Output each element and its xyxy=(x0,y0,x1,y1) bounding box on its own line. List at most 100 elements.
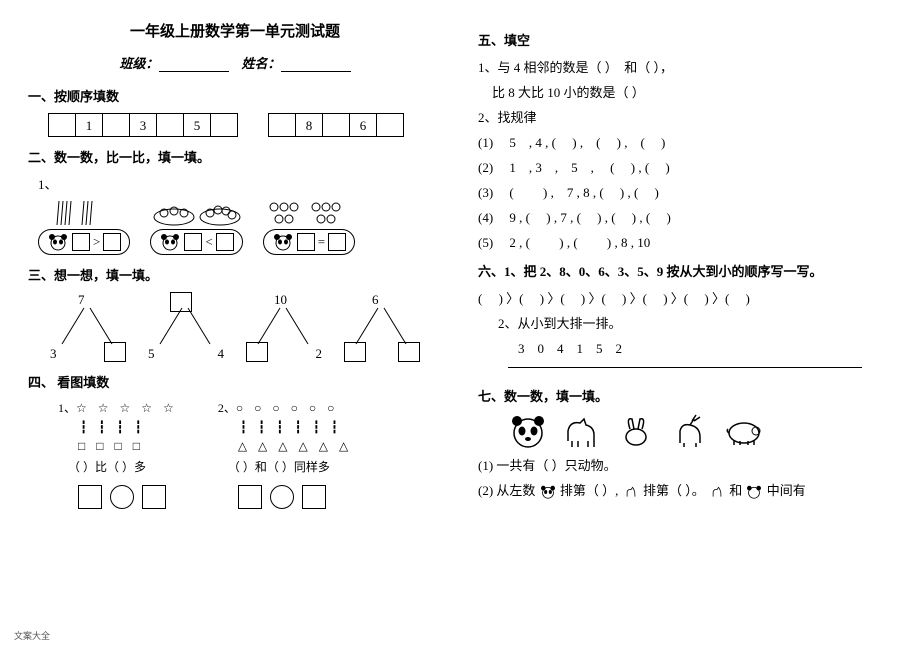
right-page: 五、填空 1、与 4 相邻的数是（ ） 和（ ）， 比 8 大比 10 小的数是… xyxy=(460,20,910,640)
footer-text: 文案大全 xyxy=(14,629,50,642)
tree-right: 2 xyxy=(316,346,323,362)
blank-box xyxy=(103,233,121,251)
q2-text: (2) 从左数 xyxy=(478,483,535,498)
compare-1: > xyxy=(38,199,130,255)
deer-icon xyxy=(708,485,726,499)
q2-text: 和 xyxy=(729,483,742,498)
sequence-1: 1 3 5 xyxy=(48,113,238,137)
panda-icon xyxy=(159,233,181,251)
panda-icon xyxy=(47,233,69,251)
tree-right: 4 xyxy=(218,346,225,362)
panda-icon xyxy=(745,485,763,499)
pict-right: 2、○ ○ ○ ○ ○ ○ ┇ ┇ ┇ ┇ ┇ ┇ △ △ △ △ △ △ （ … xyxy=(218,399,352,509)
cell xyxy=(102,113,130,137)
stars-row: ☆ ☆ ☆ ☆ ☆ xyxy=(76,401,178,415)
tree-right-box xyxy=(104,342,126,362)
tree-lines-icon xyxy=(56,306,120,346)
pict-label: 1、 xyxy=(58,401,76,415)
circle-shape xyxy=(270,485,294,509)
tree-lines-icon xyxy=(350,306,414,346)
compare-3: = xyxy=(263,199,355,255)
square-shape xyxy=(302,485,326,509)
pict-label: 2、 xyxy=(218,401,236,415)
pattern-4: (4) 9 , ( ) , 7 , ( ) , ( ) , ( ) xyxy=(478,207,892,226)
blank-box xyxy=(216,233,234,251)
blank-box xyxy=(297,233,315,251)
cell: 6 xyxy=(349,113,377,137)
panda-icon xyxy=(272,233,294,251)
section-4-heading: 四、 看图填数 xyxy=(28,372,442,391)
s5-line3: 2、找规律 xyxy=(478,107,892,126)
cell xyxy=(268,113,296,137)
pictograph-row: 1、☆ ☆ ☆ ☆ ☆ ┇ ┇ ┇ ┇ □ □ □ □ （ ）比（ ）多 2、○… xyxy=(58,399,442,509)
tree-left: 3 xyxy=(50,346,57,362)
pig-icon xyxy=(724,413,764,449)
answer-line xyxy=(508,367,862,368)
q2-text: 排第（ ）, xyxy=(560,483,619,498)
square-shape xyxy=(142,485,166,509)
pict-left: 1、☆ ☆ ☆ ☆ ☆ ┇ ┇ ┇ ┇ □ □ □ □ （ ）比（ ）多 xyxy=(58,399,178,509)
bowls-icon xyxy=(152,199,242,227)
q2-text: 中间有 xyxy=(767,483,806,498)
compare-2: < xyxy=(150,199,242,255)
cell xyxy=(322,113,350,137)
cell xyxy=(210,113,238,137)
blank-box xyxy=(72,233,90,251)
s6-line2: 2、从小到大排一排。 xyxy=(498,313,892,332)
op: = xyxy=(318,234,325,250)
triangles-row: △ △ △ △ △ △ xyxy=(238,439,352,454)
tree-left: 5 xyxy=(148,346,155,362)
s5-line1: 1、与 4 相邻的数是（ ） 和（ ）， xyxy=(478,57,892,76)
animals-row xyxy=(508,413,892,449)
compare-text: （ ）比（ ）多 xyxy=(68,458,178,475)
class-blank xyxy=(159,58,229,72)
sequence-2: 8 6 xyxy=(268,113,404,137)
tree-left-box xyxy=(246,342,268,362)
name-blank xyxy=(281,58,351,72)
tree-2: 5 4 xyxy=(146,292,226,362)
section-2-label: 1、 xyxy=(38,174,442,193)
rabbit-icon xyxy=(616,413,656,449)
s7-q1: (1) 一共有（ ）只动物。 xyxy=(478,455,892,474)
left-page: 一年级上册数学第一单元测试题 班级： 姓名： 一、按顺序填数 1 3 5 8 6… xyxy=(10,20,460,640)
section-1-heading: 一、按顺序填数 xyxy=(28,86,442,105)
compare-text: （ ）和（ ）同样多 xyxy=(228,458,352,475)
cloud-1: > xyxy=(38,229,130,255)
circle-shape xyxy=(110,485,134,509)
tree-left-box xyxy=(344,342,366,362)
square-shape xyxy=(238,485,262,509)
section-2-heading: 二、数一数，比一比，填一填。 xyxy=(28,147,442,166)
deer-icon xyxy=(670,413,710,449)
cell xyxy=(48,113,76,137)
panda-icon xyxy=(539,485,557,499)
op: > xyxy=(93,234,100,250)
apples-icon xyxy=(264,199,354,227)
section-6-heading: 六、1、把 2、8、0、6、3、5、9 按从大到小的顺序写一写。 xyxy=(478,261,892,280)
pattern-1: (1) 5 , 4 , ( ) , ( ) , ( ) xyxy=(478,132,892,151)
blank-box xyxy=(328,233,346,251)
s5-line2: 比 8 大比 10 小的数是（ ） xyxy=(492,82,892,101)
tree-lines-icon xyxy=(154,306,218,346)
horse-icon xyxy=(562,413,602,449)
s6-blanks: ( ) 〉( ) 〉( ) 〉( ) 〉( ) 〉( ) 〉( ) xyxy=(478,288,892,307)
dots-row: ┇ ┇ ┇ ┇ ┇ ┇ xyxy=(240,420,352,435)
pencils-icon xyxy=(54,199,114,227)
class-label: 班级： xyxy=(119,56,158,71)
page-title: 一年级上册数学第一单元测试题 xyxy=(28,20,442,41)
tree-row: 7 3 5 4 10 2 6 xyxy=(48,292,442,362)
pattern-2: (2) 1 , 3 , 5 , ( ) , ( ) xyxy=(478,157,892,176)
circles-row: ○ ○ ○ ○ ○ ○ xyxy=(236,401,339,415)
q2-text: 排第（ ）。 xyxy=(643,483,705,498)
square-shape xyxy=(78,485,102,509)
s7-q2: (2) 从左数 排第（ ）, 排第（ ）。 和 中间有 xyxy=(478,480,892,499)
cell: 5 xyxy=(183,113,211,137)
cell: 8 xyxy=(295,113,323,137)
op: < xyxy=(205,234,212,250)
section-3-heading: 三、想一想，填一填。 xyxy=(28,265,442,284)
tree-lines-icon xyxy=(252,306,316,346)
tree-right-box xyxy=(398,342,420,362)
dots-row: ┇ ┇ ┇ ┇ xyxy=(80,420,178,435)
answer-shapes xyxy=(78,485,178,509)
cell: 3 xyxy=(129,113,157,137)
tree-3: 10 2 xyxy=(244,292,324,362)
